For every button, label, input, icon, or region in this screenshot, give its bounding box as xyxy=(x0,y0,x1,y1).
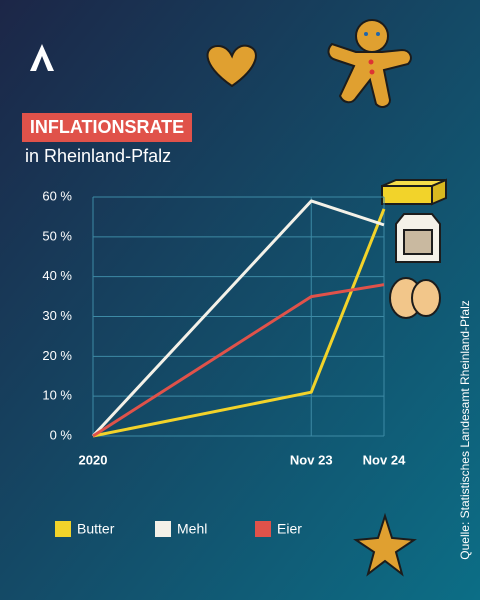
eggs-icon xyxy=(389,277,441,319)
butter-icon xyxy=(381,178,447,206)
y-tick-label: 60 % xyxy=(42,188,72,203)
flour-icon xyxy=(395,213,441,263)
legend-label: Butter xyxy=(77,521,115,537)
legend-swatch xyxy=(155,521,171,537)
line xyxy=(91,199,385,438)
legend-label: Eier xyxy=(277,521,302,537)
line xyxy=(92,208,386,438)
source: Quelle: Statistisches Landesamt Rheinlan… xyxy=(458,300,472,559)
y-tick-label: 20 % xyxy=(42,348,72,363)
legend-label: Mehl xyxy=(177,521,207,537)
legend-swatch xyxy=(55,521,71,537)
chart-subtitle: in Rheinland-Pfalz xyxy=(25,146,171,166)
y-tick-label: 50 % xyxy=(42,228,72,243)
x-tick-label: 2020 xyxy=(79,452,108,467)
chart-title: INFLATIONSRATE xyxy=(30,117,184,137)
heart-icon xyxy=(206,44,257,88)
y-tick-label: 0 % xyxy=(50,427,73,442)
gingerbread-icon xyxy=(327,19,412,108)
y-tick-label: 40 % xyxy=(42,268,72,283)
y-tick-label: 10 % xyxy=(42,388,72,403)
logo xyxy=(30,44,54,71)
legend-swatch xyxy=(255,521,271,537)
line xyxy=(92,283,385,438)
x-tick-label: Nov 24 xyxy=(363,452,406,467)
star-icon xyxy=(353,512,417,577)
x-tick-label: Nov 23 xyxy=(290,452,333,467)
title-box xyxy=(22,113,192,142)
y-tick-label: 30 % xyxy=(42,308,72,323)
